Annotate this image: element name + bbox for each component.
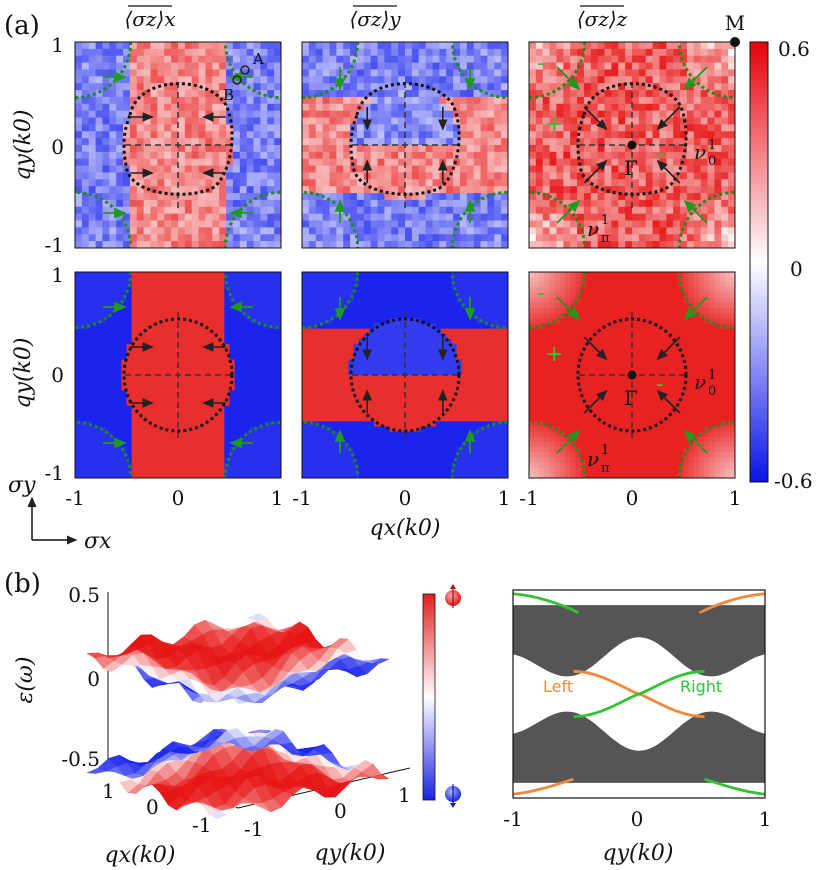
nu0-sup: 1: [708, 368, 716, 383]
left-edge-state-bottom-left: [513, 777, 574, 796]
lower-band-surface: [86, 728, 390, 820]
qx-tick-neg1: -1: [192, 813, 211, 837]
panel-b-label: (b): [4, 569, 41, 599]
minus-sign-corner: -: [537, 281, 545, 306]
right-edge-state-top-left: [513, 592, 580, 614]
xtick-3-1: 1: [729, 486, 742, 510]
column-titles: ⟨σz⟩x ⟨σz⟩y ⟨σz⟩z: [124, 5, 628, 31]
nu0-label: ν: [694, 370, 706, 394]
xtick-3-0: 0: [626, 486, 639, 510]
title-sigma-z: ⟨σz⟩z: [577, 7, 628, 31]
upper-band-surface: [86, 612, 390, 704]
point-b-label: B: [223, 86, 234, 104]
right-edge-state-bottom-right: [704, 777, 765, 796]
qx-label-b: qx(k0): [105, 843, 176, 868]
xtick-3-neg1: -1: [519, 486, 538, 510]
cbar-tick-zero: 0: [790, 257, 803, 281]
c-xlabel: qy(k0): [602, 841, 673, 866]
heatmap-panel-5: [301, 271, 509, 479]
ztick-05: 0.5: [68, 583, 100, 607]
ztick-0: 0: [87, 667, 100, 691]
ytick-bot-0: 0: [51, 363, 64, 387]
title-sigma-x: ⟨σz⟩x: [124, 7, 175, 31]
heatmap-panel-1: AB: [74, 41, 282, 249]
heatmap-panel-6: Γ+--ν 10ν 1π: [528, 271, 736, 479]
heatmap-panel-2: [301, 41, 509, 249]
sigma-axes-indicator: σy σx: [8, 473, 112, 554]
xtick-1-1: 1: [271, 486, 284, 510]
heatmap-panel-3: Γ+--ν 10ν 1π: [528, 37, 740, 249]
ytick-top-0: 0: [51, 135, 64, 159]
x-axis-ticks-a: -1 0 1 -1 0 1 -1 0 1 qx(k0): [65, 486, 741, 541]
point-m-label: M: [725, 11, 745, 35]
point-m-marker: [730, 37, 740, 47]
xtick-1-0: 0: [172, 486, 185, 510]
ytick-bot-neg1: -1: [45, 461, 64, 485]
ylabel-bottom: qy(k0): [11, 337, 36, 408]
c-xtick-0: 0: [631, 807, 644, 831]
point-b-marker: [232, 75, 242, 85]
qy-tick-neg1: -1: [244, 817, 263, 841]
ylabel-top: qy(k0): [11, 109, 36, 180]
xtick-2-1: 1: [498, 486, 511, 510]
c-xtick-neg1: -1: [503, 807, 522, 831]
lower-bulk-band: [513, 711, 765, 783]
qy-label-b: qy(k0): [314, 841, 385, 866]
sigma-x-label: σx: [84, 529, 112, 554]
left-edge-label: Left: [543, 677, 573, 696]
ytick-bot-1: 1: [51, 263, 64, 287]
qy-tick-1: 1: [398, 783, 411, 807]
minus-sign-corner: -: [537, 51, 545, 76]
sigma-y-label: σy: [8, 473, 36, 498]
xtick-1-neg1: -1: [65, 486, 84, 510]
qy-tick-0: 0: [334, 799, 347, 823]
nupi-sup: 1: [601, 443, 609, 458]
c-xtick-1: 1: [759, 807, 772, 831]
ztick-neg05: -0.5: [61, 747, 100, 771]
heatmap-grid: ABΓ+--ν 10ν 1πΓ+--ν 10ν 1π: [74, 37, 740, 479]
qx-tick-0: 0: [146, 795, 159, 819]
nupi-label: ν: [587, 447, 599, 471]
zlabel: ε(ω): [13, 657, 38, 704]
minus-sign: -: [656, 372, 664, 397]
cbar-tick-max: 0.6: [778, 37, 810, 61]
colorbar-b: [422, 584, 461, 808]
colorbar-a: 0.6 0 -0.6: [749, 37, 813, 493]
nu0-sup: 1: [708, 138, 716, 153]
edge-state-plot: -1 0 1 qy(k0) Left Right: [503, 589, 772, 866]
nupi-sub: π: [601, 461, 610, 476]
nupi-sup: 1: [601, 213, 609, 228]
cbar-tick-min: -0.6: [774, 469, 813, 493]
ytick-top-neg1: -1: [45, 233, 64, 257]
plus-sign: +: [545, 342, 563, 367]
point-a-label: A: [252, 50, 264, 68]
minus-sign: -: [656, 142, 664, 167]
title-sigma-y: ⟨σz⟩y: [349, 7, 401, 31]
xtick-2-neg1: -1: [292, 486, 311, 510]
right-edge-state-center: [573, 669, 705, 719]
plus-sign: +: [545, 112, 563, 137]
y-axis-labels-a: qy(k0) qy(k0) 1 0 -1 1 0 -1: [11, 33, 64, 485]
gamma-label: Γ: [624, 156, 638, 180]
panel-a-label: (a): [4, 11, 40, 41]
heatmap-panel-4: [74, 271, 282, 479]
band-surfaces: [86, 612, 390, 820]
qx-tick-1: 1: [102, 779, 115, 803]
nu0-sub: 0: [708, 384, 716, 399]
nu0-sub: 0: [708, 154, 716, 169]
xlabel-a: qx(k0): [370, 516, 441, 541]
right-edge-label: Right: [680, 677, 722, 696]
point-a-marker: [240, 65, 250, 75]
nupi-sub: π: [601, 231, 610, 246]
ytick-top-1: 1: [51, 33, 64, 57]
xtick-2-0: 0: [399, 486, 412, 510]
gamma-label: Γ: [624, 386, 638, 410]
left-edge-state-top-right: [698, 592, 765, 614]
nu0-label: ν: [694, 140, 706, 164]
upper-bulk-band: [513, 605, 765, 677]
nupi-label: ν: [587, 217, 599, 241]
